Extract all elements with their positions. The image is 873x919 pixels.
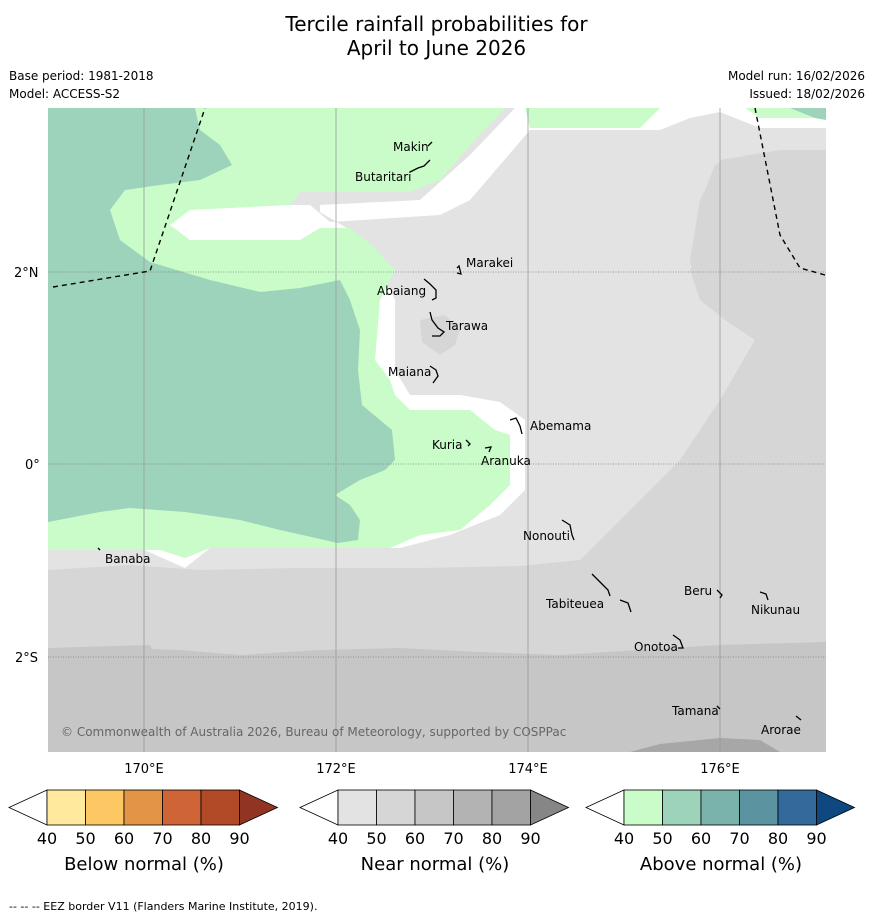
place-butaritari: Butaritari (355, 170, 412, 184)
zone-near-50-edge (810, 460, 826, 498)
below-swatch (162, 789, 202, 826)
near-tick-label: 70 (443, 829, 463, 848)
lat-label-0: 0° (25, 458, 40, 473)
colorbar-below: 40 50 60 70 80 90 (8, 789, 279, 848)
colorbar-titles: Below normal (%) Near normal (%) Above n… (64, 854, 802, 875)
place-marakei: Marakei (466, 256, 513, 270)
below-tick-label: 90 (229, 829, 249, 848)
below-swatch (200, 789, 240, 826)
place-tamana: Tamana (671, 704, 719, 718)
colorbar-near-label: Near normal (%) (361, 854, 510, 875)
copyright-notice: © Commonwealth of Australia 2026, Bureau… (61, 725, 566, 739)
place-kuria: Kuria (432, 438, 463, 452)
lon-label-176: 176°E (700, 762, 740, 777)
lon-label-174: 174°E (508, 762, 548, 777)
below-extend-low (8, 789, 48, 826)
place-abemama: Abemama (530, 419, 591, 433)
place-onotoa: Onotoa (634, 640, 678, 654)
above-tick-label: 40 (614, 829, 634, 848)
below-tick-label: 50 (75, 829, 95, 848)
near-tick-label: 90 (520, 829, 540, 848)
title-line-1: Tercile rainfall probabilities for (285, 12, 588, 36)
lon-label-172: 172°E (316, 762, 356, 777)
above-tick-label: 80 (768, 829, 788, 848)
near-swatch (337, 789, 377, 826)
place-makin: Makin (393, 140, 429, 154)
meta-right: Model run: 16/02/2026 Issued: 18/02/2026 (728, 67, 865, 103)
above-tick-label: 70 (729, 829, 749, 848)
place-maiana: Maiana (388, 365, 431, 379)
lat-axis: 2°N 0° 2°S (14, 266, 40, 666)
zone-near-70 (630, 738, 780, 752)
lon-label-170: 170°E (124, 762, 164, 777)
below-swatch (46, 789, 86, 826)
above-extend-high (816, 789, 856, 826)
eez-footer-note: -- -- -- EEZ border V11 (Flanders Marine… (9, 900, 318, 913)
colorbar-below-label: Below normal (%) (64, 854, 224, 875)
place-nikunau: Nikunau (751, 603, 800, 617)
model-run: Model run: 16/02/2026 (727, 69, 865, 83)
below-tick-label: 80 (191, 829, 211, 848)
above-swatch (777, 789, 817, 826)
zone-above-50-ne (790, 108, 826, 120)
near-swatch (376, 789, 416, 826)
below-swatch (123, 789, 163, 826)
grid-lon (143, 108, 721, 752)
place-aranuka: Aranuka (481, 454, 531, 468)
near-swatch (453, 789, 493, 826)
above-tick-label: 90 (806, 829, 826, 848)
near-extend-low (299, 789, 339, 826)
lat-label-2n: 2°N (14, 266, 39, 281)
lat-label-2s: 2°S (15, 651, 38, 666)
title-line-2: April to June 2026 (346, 36, 527, 60)
above-swatch (739, 789, 779, 826)
colorbar-above-label: Above normal (%) (640, 854, 802, 875)
eez-border (52, 108, 826, 288)
colorbar-above: 40 50 60 70 80 90 (585, 789, 856, 848)
issued-date: Issued: 18/02/2026 (749, 87, 865, 101)
below-swatch (85, 789, 125, 826)
place-arorae: Arorae (761, 723, 801, 737)
below-tick-label: 70 (152, 829, 172, 848)
lon-axis: 170°E 172°E 174°E 176°E (124, 762, 740, 777)
near-extend-high (530, 789, 570, 826)
near-swatch (491, 789, 531, 826)
above-tick-label: 60 (691, 829, 711, 848)
model-name: Model: ACCESS-S2 (9, 87, 121, 101)
chart-title: Tercile rainfall probabilities for April… (0, 12, 873, 60)
near-tick-label: 60 (405, 829, 425, 848)
zone-near-50-tarawa (420, 315, 460, 355)
place-labels: Makin Butaritari Marakei Abaiang Tarawa … (105, 140, 801, 737)
zone-near-60-south (48, 645, 826, 752)
map-fill-layers (48, 108, 826, 752)
island-outlines (97, 141, 802, 721)
above-swatch (623, 789, 663, 826)
meta-left: Base period: 1981-2018 Model: ACCESS-S2 (9, 67, 154, 103)
zone-above-40-north (525, 108, 826, 128)
above-extend-low (585, 789, 625, 826)
below-tick-label: 40 (37, 829, 57, 848)
place-tabiteuea: Tabiteuea (545, 597, 604, 611)
place-abaiang: Abaiang (377, 284, 426, 298)
zone-near-50-east (690, 155, 826, 340)
base-period: Base period: 1981-2018 (9, 69, 154, 83)
zone-above-50 (48, 108, 395, 543)
above-tick-label: 50 (652, 829, 672, 848)
above-swatch (700, 789, 740, 826)
place-banaba: Banaba (105, 552, 151, 566)
below-extend-high (239, 789, 279, 826)
below-tick-label: 60 (114, 829, 134, 848)
near-tick-label: 40 (328, 829, 348, 848)
place-nonouti: Nonouti (523, 529, 570, 543)
grid-lat (48, 271, 826, 658)
near-swatch (414, 789, 454, 826)
near-tick-label: 50 (366, 829, 386, 848)
near-tick-label: 80 (482, 829, 502, 848)
place-tarawa: Tarawa (445, 319, 488, 333)
above-swatch (662, 789, 702, 826)
colorbar-near: 40 50 60 70 80 90 (299, 789, 570, 848)
place-beru: Beru (684, 584, 712, 598)
